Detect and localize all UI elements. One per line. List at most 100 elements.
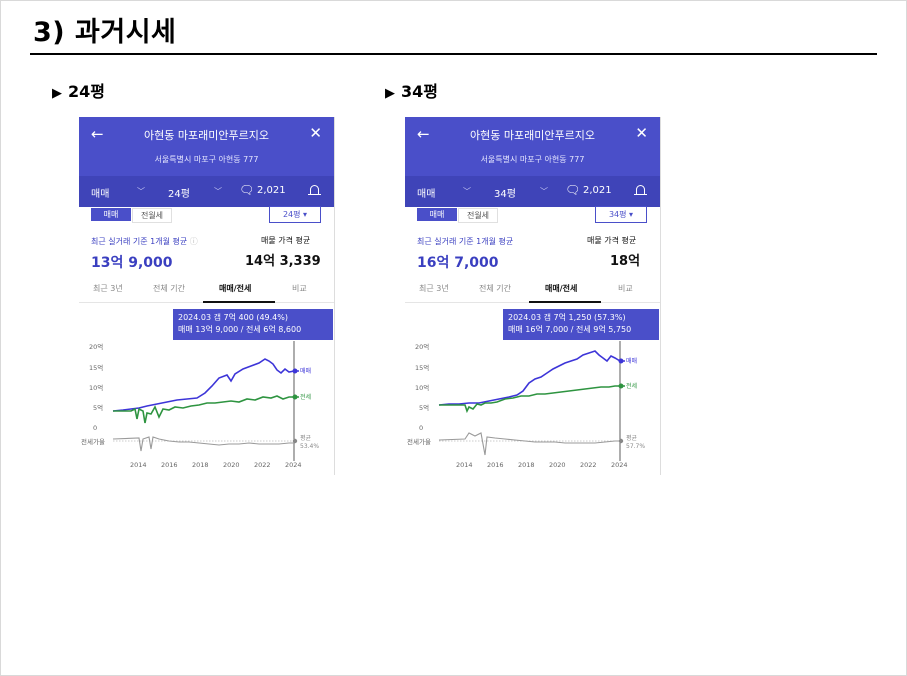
comment-count[interactable]: 2,021 bbox=[257, 185, 286, 196]
seg-rent[interactable]: 전월세 bbox=[132, 208, 172, 223]
bell-icon[interactable] bbox=[308, 185, 321, 195]
legend-avg: 평균 bbox=[626, 434, 638, 442]
active-tab-indicator bbox=[203, 301, 275, 303]
sale-point bbox=[292, 368, 298, 374]
tab-compare[interactable]: 비교 bbox=[292, 284, 307, 293]
x-tick-2022: 2022 bbox=[580, 461, 597, 469]
pyeong-dropdown[interactable]: 34평 ▾ bbox=[595, 206, 647, 223]
legend-sale: 매매 bbox=[626, 357, 637, 365]
apartment-name: 아현동 마포래미안푸르지오 bbox=[470, 129, 595, 142]
sale-price-line bbox=[438, 350, 625, 406]
tab-sale-jeonse[interactable]: 매매/전세 bbox=[219, 284, 252, 293]
tab-recent-3y[interactable]: 최근 3년 bbox=[419, 284, 449, 293]
jeonse-ratio-line bbox=[112, 436, 294, 452]
trade-type-filter[interactable]: 매매 bbox=[91, 189, 110, 200]
jeonse-point bbox=[292, 394, 298, 400]
tab-sale-jeonse[interactable]: 매매/전세 bbox=[545, 284, 578, 293]
jeonse-price-line bbox=[113, 395, 299, 424]
legend-jeonse: 전세 bbox=[626, 382, 637, 390]
x-tick-2024: 2024 bbox=[611, 461, 628, 469]
triangle-bullet-icon: ▶ bbox=[52, 86, 62, 101]
legend-avg: 평균 bbox=[300, 434, 312, 442]
comment-icon[interactable]: 🗨 bbox=[239, 183, 255, 197]
listing-avg-value: 18억 bbox=[610, 254, 641, 269]
chevron-down-icon[interactable]: ﹀ bbox=[463, 187, 471, 196]
price-chart[interactable]: 20억 15억 10억 5억 0 전세가율 매매 전세 평균 57.7% 201… bbox=[405, 341, 660, 475]
y-tick-20: 20억 bbox=[415, 343, 429, 351]
x-tick-2024: 2024 bbox=[285, 461, 302, 469]
y-tick-10: 10억 bbox=[89, 384, 103, 392]
y-tick-0: 0 bbox=[93, 424, 97, 432]
section-label-24: ▶ 24평 bbox=[52, 82, 105, 101]
bell-icon[interactable] bbox=[634, 185, 647, 195]
listing-avg-value: 14억 3,339 bbox=[245, 254, 321, 269]
chevron-down-icon[interactable]: ﹀ bbox=[540, 187, 548, 196]
price-chart[interactable]: 20억 15억 10억 5억 0 전세가율 매매 전세 평균 53.4% 201… bbox=[79, 341, 334, 475]
recent-avg-value: 13억 9,000 bbox=[91, 255, 173, 271]
x-tick-2014: 2014 bbox=[130, 461, 147, 469]
help-icon[interactable]: ⓘ bbox=[189, 237, 198, 246]
address: 서울특별시 마포구 아현동 777 bbox=[154, 155, 259, 164]
back-arrow-icon[interactable]: ← bbox=[417, 125, 430, 143]
recent-avg-value: 16억 7,000 bbox=[417, 255, 499, 271]
title-divider bbox=[30, 53, 877, 55]
ratio-label: 전세가율 bbox=[407, 437, 431, 446]
x-tick-2016: 2016 bbox=[161, 461, 178, 469]
close-icon[interactable]: ✕ bbox=[309, 124, 322, 142]
jeonse-price-line bbox=[439, 385, 625, 414]
ratio-point bbox=[618, 438, 624, 444]
legend-sale: 매매 bbox=[300, 367, 311, 375]
tab-all-period[interactable]: 전체 기간 bbox=[153, 284, 185, 293]
chart-tooltip: 2024.03 갭 7억 1,250 (57.3%) 매매 16억 7,000 … bbox=[503, 309, 659, 340]
ratio-label: 전세가율 bbox=[81, 437, 105, 446]
close-icon[interactable]: ✕ bbox=[635, 124, 648, 142]
pyeong-filter[interactable]: 24평 bbox=[168, 189, 190, 200]
back-arrow-icon[interactable]: ← bbox=[91, 125, 104, 143]
x-tick-2018: 2018 bbox=[192, 461, 209, 469]
chevron-down-icon[interactable]: ﹀ bbox=[137, 187, 145, 196]
x-tick-2022: 2022 bbox=[254, 461, 271, 469]
avg-ratio-value: 57.7% bbox=[626, 443, 645, 450]
pyeong-filter[interactable]: 34평 bbox=[494, 189, 516, 200]
chevron-down-icon[interactable]: ﹀ bbox=[214, 187, 222, 196]
sale-point bbox=[618, 358, 624, 364]
y-tick-15: 15억 bbox=[89, 364, 103, 372]
tab-recent-3y[interactable]: 최근 3년 bbox=[93, 284, 123, 293]
x-tick-2018: 2018 bbox=[518, 461, 535, 469]
tab-compare[interactable]: 비교 bbox=[618, 284, 633, 293]
x-tick-2014: 2014 bbox=[456, 461, 473, 469]
x-tick-2020: 2020 bbox=[223, 461, 240, 469]
jeonse-ratio-line bbox=[438, 432, 620, 456]
app-header: ← 아현동 마포래미안푸르지오 ✕ 서울특별시 마포구 아현동 777 매매 ﹀… bbox=[79, 117, 334, 207]
filter-bar: 매매 ﹀ 34평 ﹀ 🗨 2,021 bbox=[405, 176, 660, 207]
jeonse-point bbox=[618, 383, 624, 389]
trade-type-filter[interactable]: 매매 bbox=[417, 189, 436, 200]
filter-bar: 매매 ﹀ 24평 ﹀ 🗨 2,021 bbox=[79, 176, 334, 207]
app-header: ← 아현동 마포래미안푸르지오 ✕ 서울특별시 마포구 아현동 777 매매 ﹀… bbox=[405, 117, 660, 207]
address: 서울특별시 마포구 아현동 777 bbox=[480, 155, 585, 164]
avg-ratio-value: 53.4% bbox=[300, 443, 319, 450]
price-screen-24: ← 아현동 마포래미안푸르지오 ✕ 서울특별시 마포구 아현동 777 매매 ﹀… bbox=[79, 117, 335, 475]
recent-avg-label: 최근 실거래 기준 1개월 평균 bbox=[417, 237, 514, 246]
seg-sale[interactable]: 매매 bbox=[417, 208, 457, 221]
x-tick-2020: 2020 bbox=[549, 461, 566, 469]
y-tick-20: 20억 bbox=[89, 343, 103, 351]
seg-rent[interactable]: 전월세 bbox=[458, 208, 498, 223]
pyeong-dropdown[interactable]: 24평 ▾ bbox=[269, 206, 321, 223]
comment-icon[interactable]: 🗨 bbox=[565, 183, 581, 197]
caret-down-icon: ▾ bbox=[629, 210, 634, 219]
apartment-name: 아현동 마포래미안푸르지오 bbox=[144, 129, 269, 142]
comment-count[interactable]: 2,021 bbox=[583, 185, 612, 196]
seg-sale[interactable]: 매매 bbox=[91, 208, 131, 221]
y-tick-10: 10억 bbox=[415, 384, 429, 392]
ratio-point bbox=[292, 438, 298, 444]
recent-avg-label: 최근 실거래 기준 1개월 평균 ⓘ bbox=[91, 237, 198, 246]
caret-down-icon: ▾ bbox=[303, 210, 308, 219]
y-tick-0: 0 bbox=[419, 424, 423, 432]
listing-avg-label: 매물 가격 평균 bbox=[587, 236, 637, 245]
active-tab-indicator bbox=[529, 301, 601, 303]
tab-all-period[interactable]: 전체 기간 bbox=[479, 284, 511, 293]
price-screen-34: ← 아현동 마포래미안푸르지오 ✕ 서울특별시 마포구 아현동 777 매매 ﹀… bbox=[405, 117, 661, 475]
triangle-bullet-icon: ▶ bbox=[385, 86, 395, 101]
chart-tooltip: 2024.03 갭 7억 400 (49.4%) 매매 13억 9,000 / … bbox=[173, 309, 333, 340]
